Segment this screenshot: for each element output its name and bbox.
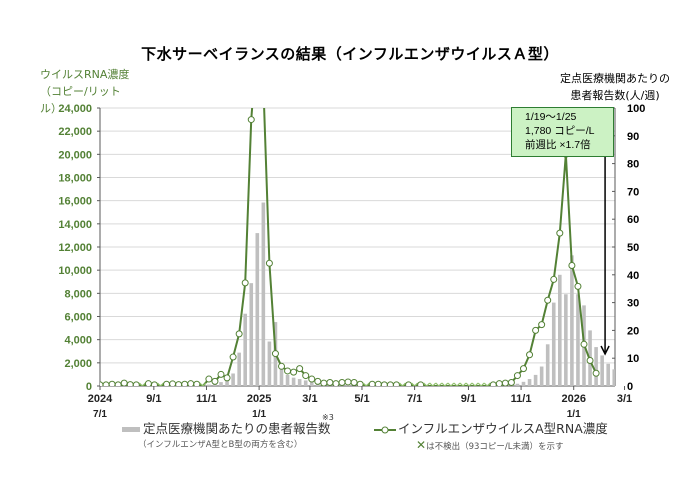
right-axis-label-line2: 患者報告数(人/週) — [570, 89, 660, 102]
svg-text:2,000: 2,000 — [64, 358, 92, 370]
bar — [527, 379, 532, 386]
svg-text:20: 20 — [627, 325, 639, 337]
svg-text:1/1: 1/1 — [567, 409, 581, 420]
bar — [255, 233, 260, 386]
bar — [515, 383, 520, 386]
bar — [612, 369, 615, 386]
bar — [558, 274, 562, 386]
note-mark: ※3 — [322, 413, 334, 422]
left-axis-label-line2: （コピー/リットル） — [40, 85, 121, 115]
legend-line-sub: は不検出（93コピー/L未満）を示す — [426, 442, 564, 452]
svg-text:60: 60 — [627, 214, 639, 226]
svg-text:11/1: 11/1 — [511, 393, 532, 405]
left-axis-label: ウイルスRNA濃度 （コピー/リットル） — [40, 66, 130, 117]
annotation-ratio: 前週比 ×1.7倍 — [525, 139, 591, 151]
svg-text:40: 40 — [627, 270, 639, 282]
svg-text:50: 50 — [627, 242, 639, 254]
svg-text:16,000: 16,000 — [58, 196, 92, 208]
svg-text:7/1: 7/1 — [93, 409, 107, 420]
svg-text:24,000: 24,000 — [58, 103, 92, 115]
bar — [570, 255, 574, 386]
svg-text:70: 70 — [627, 186, 639, 198]
svg-text:80: 80 — [627, 159, 639, 171]
svg-text:12,000: 12,000 — [58, 242, 92, 254]
bar — [545, 344, 550, 386]
bar — [231, 373, 235, 386]
svg-text:11/1: 11/1 — [196, 393, 217, 405]
svg-text:30: 30 — [627, 298, 639, 310]
svg-text:90: 90 — [627, 131, 639, 143]
bar — [600, 355, 604, 386]
svg-text:14,000: 14,000 — [58, 219, 92, 231]
svg-text:18,000: 18,000 — [58, 173, 92, 185]
legend-bar-sub: （インフルエンザA型とB型の両方を含む） — [138, 440, 303, 450]
svg-text:6,000: 6,000 — [64, 312, 92, 324]
svg-text:2025: 2025 — [247, 393, 271, 405]
svg-text:2026: 2026 — [561, 393, 585, 405]
line-marker-icon — [374, 426, 396, 433]
legend-line-item: インフルエンザウイルスA型RNA濃度 ✕は不検出（93コピー/L未満）を示す — [374, 418, 608, 452]
bar — [225, 379, 229, 386]
bar — [539, 366, 544, 386]
svg-text:0: 0 — [86, 381, 92, 393]
bar — [291, 377, 296, 386]
svg-text:10: 10 — [627, 353, 639, 365]
svg-text:10,000: 10,000 — [58, 265, 92, 277]
bar — [303, 380, 308, 386]
svg-text:2024: 2024 — [88, 393, 113, 405]
svg-text:5/1: 5/1 — [354, 393, 369, 405]
annotation-period: 1/19～1/25 — [525, 111, 577, 123]
svg-text:9/1: 9/1 — [146, 393, 161, 405]
bar-swatch-icon — [122, 427, 140, 432]
annotation-value: 1,780 コピー/L — [525, 125, 595, 137]
svg-text:20,000: 20,000 — [58, 149, 92, 161]
svg-text:22,000: 22,000 — [58, 126, 92, 138]
svg-text:3/1: 3/1 — [302, 393, 317, 405]
bar — [219, 382, 223, 386]
bar — [551, 302, 556, 386]
svg-text:0: 0 — [627, 381, 633, 393]
latest-value-annotation: 1/19～1/25 1,780 コピー/L 前週比 ×1.7倍 — [511, 107, 614, 157]
bar — [564, 294, 568, 386]
bar — [521, 381, 526, 386]
bar — [279, 363, 284, 386]
svg-text:9/1: 9/1 — [461, 393, 476, 405]
not-detected-x-icon: ✕ — [416, 438, 427, 452]
bar — [285, 374, 290, 386]
bar — [249, 283, 254, 386]
svg-text:7/1: 7/1 — [407, 393, 422, 405]
legend-bar-label: 定点医療機関あたりの患者報告数 — [143, 421, 331, 436]
bar — [207, 384, 211, 386]
chart-title: 下水サーベイランスの結果（インフルエンザウイルスＡ型） — [141, 45, 559, 63]
bar — [213, 383, 217, 386]
bar — [533, 374, 538, 386]
svg-text:3/1: 3/1 — [617, 393, 632, 405]
bar — [619, 375, 623, 386]
bar — [297, 379, 302, 386]
bar — [267, 341, 272, 386]
svg-text:100: 100 — [627, 103, 645, 115]
right-axis-label-line1: 定点医療機関あたりの — [560, 72, 670, 85]
legend-bar-item: 定点医療機関あたりの患者報告数 （インフルエンザA型とB型の両方を含む） — [122, 418, 331, 450]
bar — [594, 347, 598, 386]
bar — [576, 294, 580, 386]
svg-text:1/1: 1/1 — [252, 409, 266, 420]
bar — [243, 313, 247, 386]
bar — [309, 381, 314, 386]
bar — [237, 352, 241, 386]
bar — [606, 363, 610, 386]
svg-text:8,000: 8,000 — [64, 288, 92, 300]
legend-line-label: インフルエンザウイルスA型RNA濃度 — [398, 421, 608, 436]
right-axis-label: 定点医療機関あたりの 患者報告数(人/週) — [550, 70, 680, 104]
bar — [261, 202, 266, 386]
left-axis-label-line1: ウイルスRNA濃度 — [40, 68, 130, 81]
svg-text:4,000: 4,000 — [64, 335, 92, 347]
